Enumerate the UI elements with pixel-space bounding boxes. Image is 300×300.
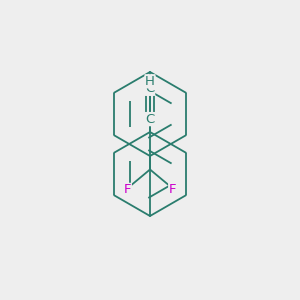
Text: F: F bbox=[124, 183, 131, 196]
Text: C: C bbox=[146, 82, 154, 95]
Text: H: H bbox=[145, 75, 155, 88]
Text: C: C bbox=[146, 112, 154, 126]
Text: F: F bbox=[169, 183, 176, 196]
